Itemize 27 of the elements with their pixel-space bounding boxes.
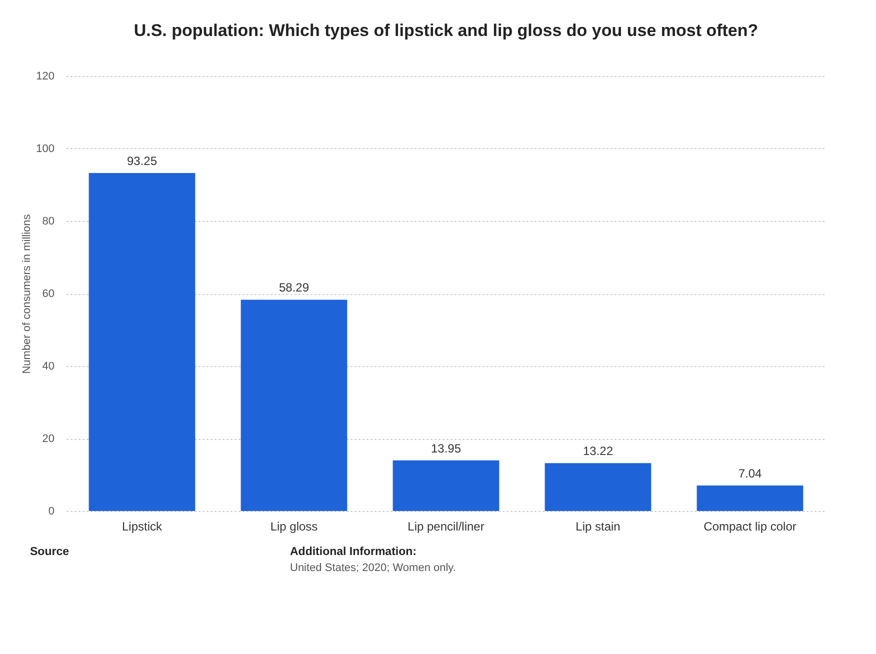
x-tick-label: Lipstick [122,520,164,534]
bar [240,300,348,511]
data-label: 13.22 [582,444,614,458]
x-tick-label: Lip gloss [270,520,318,534]
bar [392,460,500,511]
chart-title: U.S. population: Which types of lipstick and lip gloss do you use most often? [134,21,758,40]
y-tick-label: 120 [36,70,54,82]
text: United States; 2020; Women only. [290,562,456,574]
y-axis-title: Number of consumers in millions [21,214,34,374]
bar [696,485,804,511]
bar [544,463,652,511]
bar [88,172,196,511]
y-tick-label: 40 [42,360,54,372]
text: Additional Information: [290,546,416,558]
data-label: 7.04 [738,466,762,480]
data-label: 93.25 [126,154,158,168]
y-tick-label: 60 [42,288,54,300]
x-tick-label: Lip stain [576,520,620,534]
y-tick-label: 80 [42,216,54,228]
y-tick-label: 0 [48,506,54,518]
data-label: 58.29 [278,280,310,295]
x-tick-label: Lip pencil/liner [408,520,484,534]
y-tick-label: 100 [36,143,54,155]
text: Source [30,546,69,558]
data-label: 13.95 [430,441,462,456]
y-tick-label: 20 [42,433,54,445]
x-tick-label: Compact lip color [704,520,796,534]
